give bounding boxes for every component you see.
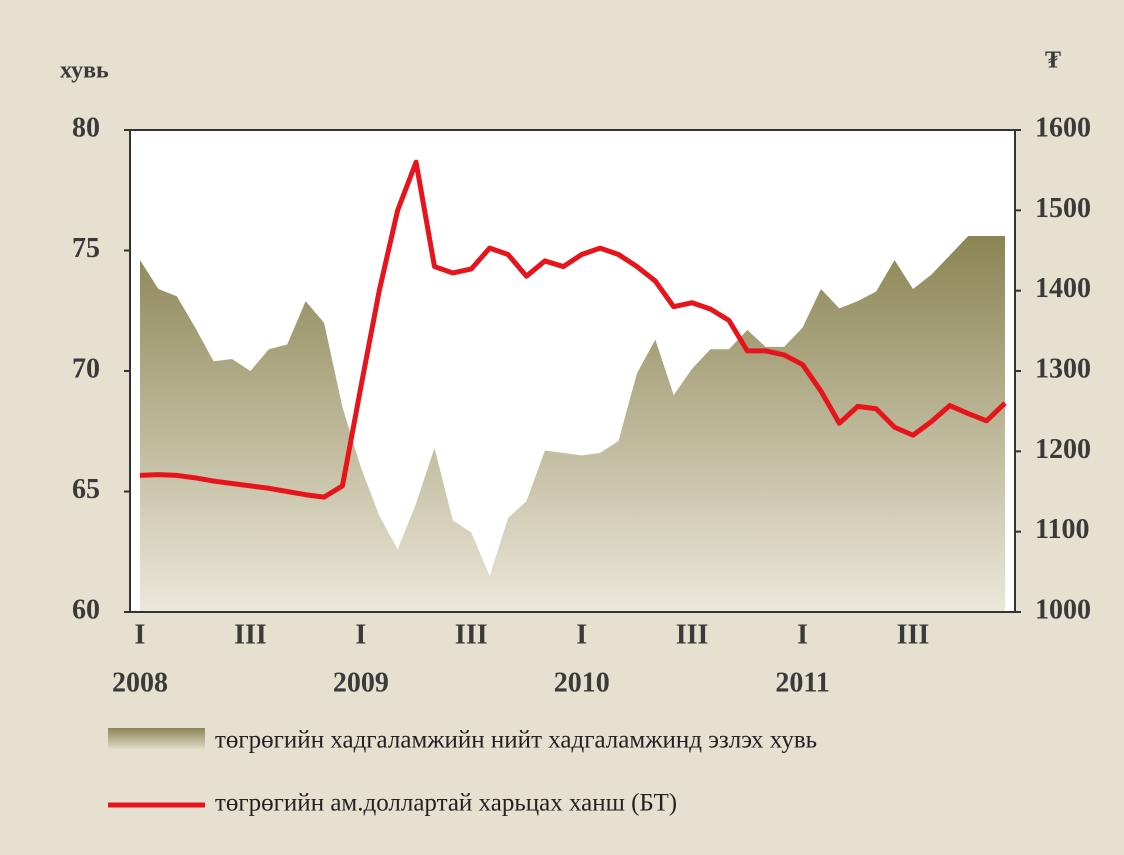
legend-label: төгрөгийн хадгаламжийн нийт хадгаламжинд… <box>215 727 817 754</box>
x-tick-label: I <box>135 619 146 650</box>
x-tick-label: III <box>455 619 488 650</box>
y-tick-label: 65 <box>72 474 100 505</box>
y-tick-label: 80 <box>72 112 100 143</box>
legend-swatch-area <box>108 728 205 750</box>
area <box>140 236 1005 613</box>
y2-tick-label: 1000 <box>1035 594 1091 625</box>
x-year-label: 2010 <box>554 667 610 698</box>
x-year-label: 2008 <box>112 667 168 698</box>
x-tick-label: III <box>897 619 930 650</box>
x-tick-label: I <box>797 619 808 650</box>
x-year-label: 2009 <box>333 667 389 698</box>
x-tick-label: I <box>576 619 587 650</box>
y-tick-label: 70 <box>72 353 100 384</box>
y2-tick-label: 1300 <box>1035 353 1091 384</box>
legend-label: төгрөгийн ам.доллартай харьцах ханш (БТ) <box>215 790 677 817</box>
line <box>139 159 1007 500</box>
y2-tick-label: 1400 <box>1035 273 1091 304</box>
x-tick-label: I <box>355 619 366 650</box>
x-year-label: 2011 <box>775 667 829 698</box>
y2-tick-label: 1200 <box>1035 434 1091 465</box>
y2-tick-label: 1600 <box>1035 112 1091 143</box>
y-tick-label: 75 <box>72 233 100 264</box>
y2-axis-label: ₮ <box>1045 48 1061 74</box>
x-tick-label: III <box>676 619 709 650</box>
y2-tick-label: 1100 <box>1035 514 1089 545</box>
x-tick-label: III <box>234 619 267 650</box>
y-tick-label: 60 <box>72 594 100 625</box>
y-axis-label: хувь <box>60 58 109 84</box>
y2-tick-label: 1500 <box>1035 193 1091 224</box>
